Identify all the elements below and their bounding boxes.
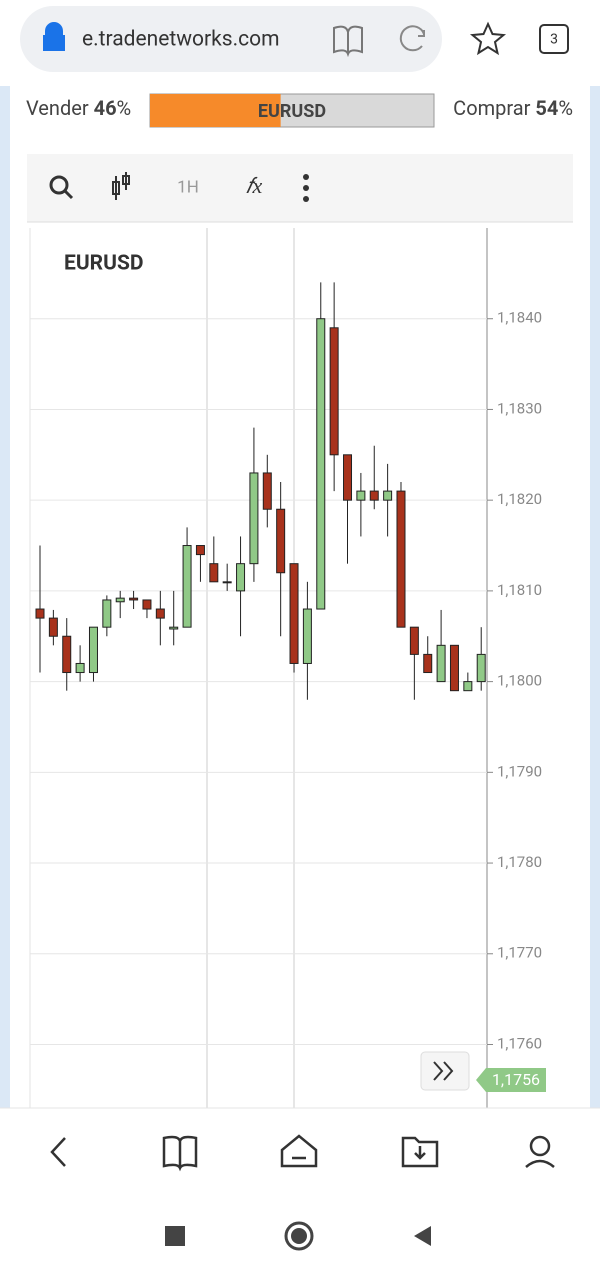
candle-body bbox=[249, 472, 259, 565]
candle-body bbox=[62, 635, 72, 674]
sell-unit: % bbox=[117, 96, 132, 120]
search-icon-handle bbox=[63, 189, 74, 200]
star-icon[interactable] bbox=[469, 21, 507, 56]
sell-label: Vender bbox=[26, 96, 89, 120]
candle-body bbox=[88, 626, 98, 674]
scroll-button[interactable] bbox=[420, 1051, 470, 1091]
y-tick-label: 1,1760 bbox=[497, 1034, 542, 1052]
candle-body bbox=[236, 563, 246, 592]
candle-body bbox=[409, 626, 419, 655]
home-button-dot bbox=[291, 1228, 307, 1244]
search-icon[interactable] bbox=[49, 175, 69, 195]
tabs-icon[interactable] bbox=[539, 24, 569, 54]
profile-icon[interactable] bbox=[529, 1135, 551, 1157]
candle-body bbox=[48, 617, 58, 637]
candle-body bbox=[463, 681, 473, 692]
candle-body bbox=[129, 597, 139, 601]
recents-button[interactable] bbox=[165, 1226, 185, 1246]
price-label: 1,1756 bbox=[492, 1070, 540, 1089]
candle-body bbox=[316, 318, 326, 610]
candle-body bbox=[195, 545, 205, 556]
candle-body bbox=[222, 581, 232, 584]
url: e.tradenetworks.com bbox=[82, 28, 280, 52]
candle-body bbox=[155, 608, 165, 619]
candles-icon[interactable] bbox=[112, 172, 130, 200]
buy-text: Comprar 54% bbox=[453, 96, 573, 120]
bookmarks-icon[interactable] bbox=[162, 1135, 198, 1172]
sell-bar bbox=[150, 94, 281, 127]
buy-unit: % bbox=[558, 96, 573, 120]
page-border bbox=[590, 86, 600, 1108]
candle-body bbox=[35, 608, 45, 619]
url-bar[interactable] bbox=[20, 6, 442, 72]
candle-body bbox=[182, 545, 192, 628]
browser-nav bbox=[0, 1108, 600, 1196]
chart: 1,1760 1,1770 1,1780 1,1790 1,1800 1,1810 1,18… bbox=[29, 228, 570, 1108]
symbol: EURUSD bbox=[258, 101, 326, 122]
tab-count[interactable]: 3 bbox=[550, 32, 558, 48]
chart-title: EURUSD bbox=[64, 252, 144, 276]
sell-pct: 46 bbox=[94, 96, 117, 120]
candle-body bbox=[102, 599, 112, 628]
candle-body bbox=[436, 644, 446, 683]
candle-body bbox=[476, 653, 486, 683]
candle-body bbox=[356, 490, 366, 501]
y-tick-label: 1,1830 bbox=[497, 399, 542, 417]
candle-body bbox=[115, 597, 125, 603]
buy-pct: 54 bbox=[535, 96, 558, 120]
y-tick-label: 1,1810 bbox=[497, 581, 542, 599]
lock-icon bbox=[43, 22, 65, 51]
y-tick-label: 1,1840 bbox=[497, 309, 542, 327]
home-icon[interactable] bbox=[280, 1134, 318, 1168]
back-icon[interactable] bbox=[50, 1137, 66, 1167]
chart-toolbar bbox=[27, 154, 573, 222]
candle-body bbox=[329, 327, 339, 456]
candle-body bbox=[289, 563, 299, 664]
more-icon[interactable] bbox=[303, 174, 309, 202]
candle-body bbox=[75, 662, 85, 674]
candle-body bbox=[423, 653, 433, 674]
candle-body bbox=[169, 626, 179, 630]
price-tag bbox=[476, 1068, 546, 1092]
reader-icon[interactable] bbox=[333, 25, 363, 58]
scroll-icon bbox=[433, 1061, 454, 1081]
buy-label: Comprar bbox=[453, 96, 530, 120]
candle-body bbox=[276, 508, 286, 574]
candle-body bbox=[262, 472, 272, 510]
y-tick-label: 1,1790 bbox=[497, 762, 542, 780]
plot-area bbox=[30, 228, 570, 1108]
candle-body bbox=[449, 644, 459, 692]
sell-text: Vender 46% bbox=[26, 96, 131, 120]
interval[interactable]: 1H bbox=[177, 177, 199, 197]
candle-body bbox=[369, 490, 379, 501]
back-button[interactable] bbox=[414, 1226, 431, 1246]
y-tick-label: 1,1820 bbox=[497, 490, 542, 508]
candle-body bbox=[142, 599, 152, 610]
profile-icon-body bbox=[525, 1159, 555, 1168]
candle-body bbox=[209, 563, 219, 583]
y-tick-label: 1,1770 bbox=[497, 944, 542, 962]
reload-icon[interactable] bbox=[399, 25, 425, 52]
home-button[interactable] bbox=[284, 1221, 314, 1251]
indicators-icon[interactable]: 𝑓x bbox=[246, 173, 263, 198]
candle-body bbox=[396, 490, 406, 628]
candle-body bbox=[302, 608, 312, 664]
downloads-icon[interactable] bbox=[401, 1136, 439, 1168]
page-border bbox=[0, 86, 10, 1108]
candle-body bbox=[343, 454, 353, 501]
candle-body bbox=[383, 490, 393, 501]
y-tick-label: 1,1800 bbox=[497, 672, 542, 690]
y-tick-label: 1,1780 bbox=[497, 853, 542, 871]
